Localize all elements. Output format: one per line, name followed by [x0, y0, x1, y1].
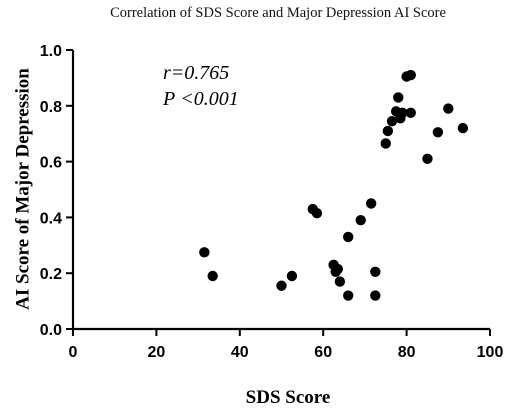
x-tick-label: 40 — [231, 344, 249, 361]
data-point — [199, 247, 210, 258]
y-tick-label: 0.6 — [40, 155, 62, 172]
data-point — [343, 290, 354, 301]
data-point — [286, 270, 298, 282]
data-point — [386, 115, 398, 127]
x-tick-label: 0 — [69, 344, 78, 361]
y-tick-label: 0.2 — [40, 266, 62, 283]
x-tick-label: 80 — [398, 344, 416, 361]
y-axis-label: AI Score of Major Depression — [12, 68, 33, 310]
y-tick-label: 0.8 — [40, 99, 62, 116]
p-value-annotation: P <0.001 — [162, 88, 239, 110]
data-point — [276, 280, 287, 291]
data-points — [199, 69, 469, 301]
data-point — [370, 290, 381, 301]
x-tick-label: 60 — [314, 344, 332, 361]
y-axis-label-group: AI Score of Major Depression — [12, 68, 33, 310]
y-tick-label: 0.0 — [40, 322, 62, 339]
data-point — [397, 107, 408, 118]
data-point — [457, 122, 469, 134]
data-point — [311, 208, 323, 219]
data-point — [370, 266, 381, 278]
axis-ticks: 0 20 40 60 80 100 0.0 0.2 0.4 0.6 0.8 1.0 — [40, 43, 504, 361]
data-point — [422, 153, 433, 165]
data-point — [365, 198, 377, 209]
data-point — [432, 127, 444, 138]
data-point — [334, 276, 346, 287]
data-point — [443, 103, 454, 114]
y-tick-label: 1.0 — [40, 43, 62, 60]
correlation-r-annotation: r=0.765 — [163, 62, 229, 84]
data-point — [382, 125, 394, 137]
x-tick-label: 100 — [477, 344, 504, 361]
data-point — [405, 107, 416, 118]
data-point — [380, 138, 391, 149]
data-point — [207, 270, 218, 282]
x-tick-label: 20 — [148, 344, 166, 361]
data-point — [332, 263, 343, 275]
data-point — [355, 214, 366, 226]
data-point — [405, 69, 416, 81]
x-axis-label: SDS Score — [246, 387, 331, 408]
y-tick-label: 0.4 — [40, 210, 62, 227]
chart-title: Correlation of SDS Score and Major Depre… — [110, 5, 446, 21]
data-point — [343, 231, 354, 243]
data-point — [393, 92, 404, 103]
